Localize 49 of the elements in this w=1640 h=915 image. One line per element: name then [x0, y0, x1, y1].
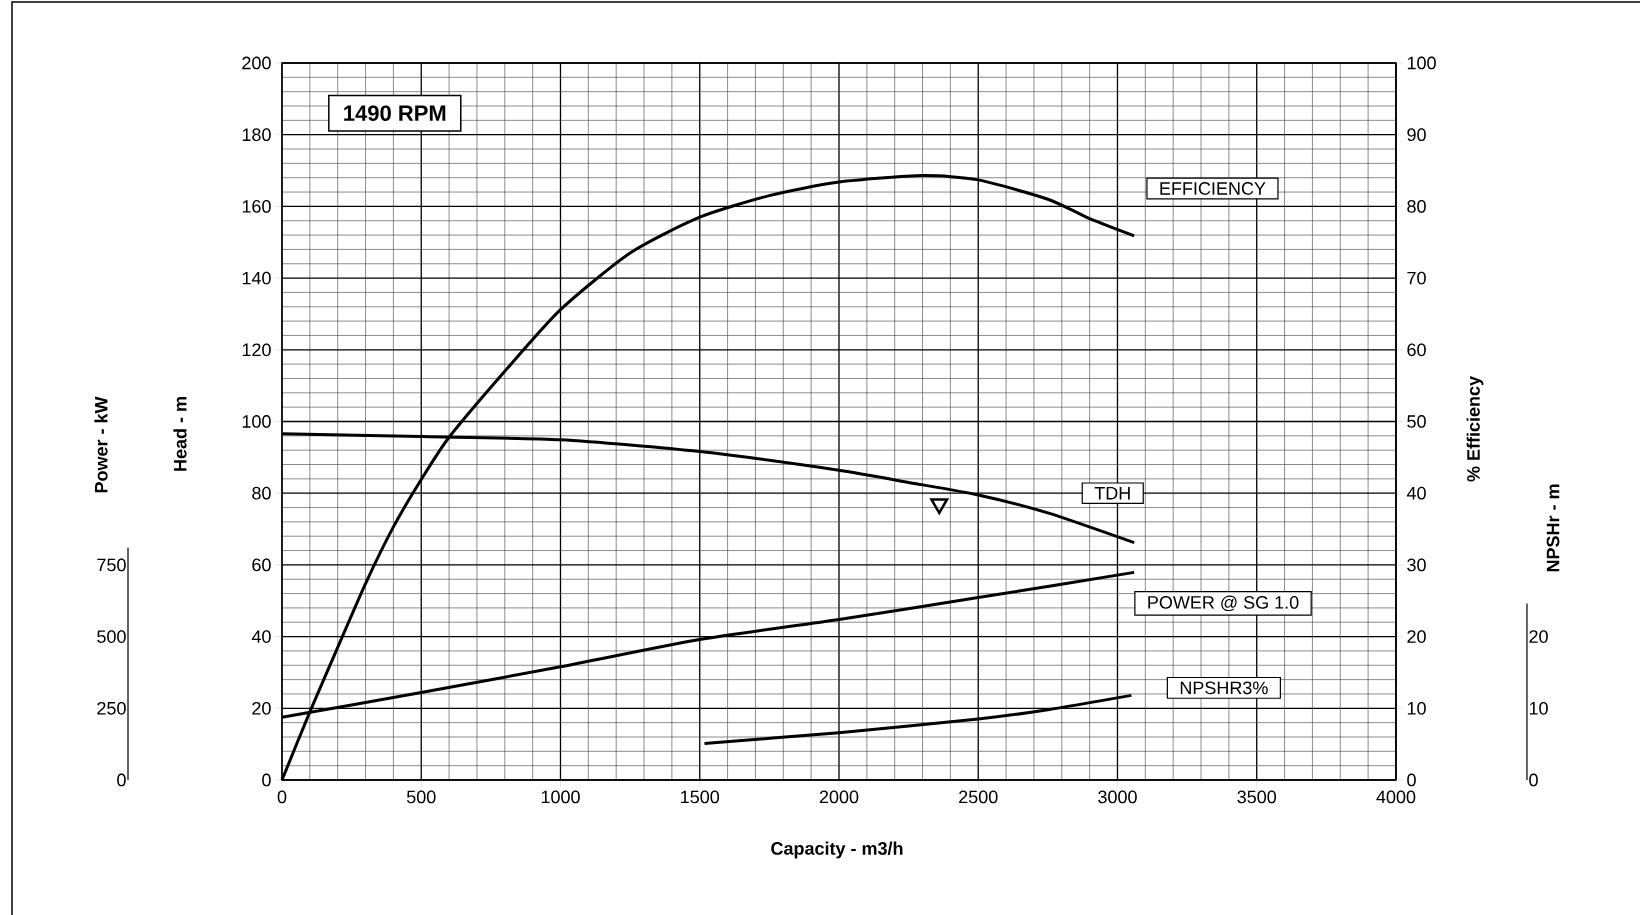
x-tick-label: 1500	[681, 790, 720, 804]
y3-tick-label: 250	[97, 701, 126, 715]
y3-tick-label: 500	[97, 630, 126, 643]
y2-tick-label: 60	[1407, 343, 1426, 357]
x-tick-label: 3000	[1098, 790, 1137, 804]
y-tick-label: 100	[242, 415, 271, 428]
y3-axis-title: Power - kW	[94, 396, 108, 493]
y-tick-label: 200	[242, 56, 271, 70]
y2-tick-label: 0	[1407, 773, 1416, 787]
y2-tick-label: 50	[1407, 415, 1426, 428]
x-tick-label: 3500	[1237, 790, 1277, 804]
y2-tick-label: 80	[1407, 200, 1426, 213]
y2-tick-label: 20	[1407, 630, 1426, 643]
line-series	[702, 693, 1133, 745]
y-tick-label: 40	[251, 630, 271, 643]
x-tick-label: 2000	[819, 790, 859, 804]
y2-tick-label: 100	[1407, 56, 1436, 70]
annotation: 1490 RPM	[344, 105, 446, 121]
y-tick-label: 60	[252, 558, 271, 572]
y2-tick-label: 40	[1406, 486, 1426, 500]
series-label: POWER @ SG 1.0	[1148, 595, 1299, 612]
x-tick-label: 4000	[1376, 790, 1416, 804]
x-tick-label: 2500	[959, 790, 998, 804]
y-tick-label: 180	[242, 128, 271, 142]
y-tick-label: 20	[1529, 630, 1548, 643]
y-tick-label: 0	[262, 773, 271, 787]
text: NPSHR3%	[1180, 681, 1268, 695]
x-tick-label: 1000	[541, 790, 580, 804]
y2-tick-label: 30	[1407, 558, 1426, 572]
y-tick-label: 140	[242, 271, 271, 285]
y-axis-title: NPSHr - m	[1546, 484, 1560, 572]
y-tick-label: 80	[252, 486, 271, 500]
y3-tick-label: 0	[117, 773, 126, 787]
y3-tick-label: 750	[97, 558, 126, 572]
series-label: TDH	[1094, 487, 1130, 500]
y2-tick-label: 10	[1407, 701, 1426, 715]
x-axis-title: Capacity - m3/h	[771, 841, 903, 859]
y-tick-label: 120	[242, 343, 271, 357]
y-tick-label: 20	[252, 701, 271, 715]
y2-axis-title: % Efficiency	[1466, 376, 1484, 482]
x-tick-label: 500	[406, 790, 436, 804]
y-axis-title: Head - m	[173, 397, 187, 471]
y-tick-label: 10	[1529, 701, 1548, 715]
y2-tick-label: 90	[1407, 128, 1426, 142]
y-tick-label: 0	[1529, 773, 1538, 787]
y2-tick-label: 70	[1407, 271, 1426, 285]
x-tick-label: 0	[277, 790, 287, 804]
y-tick-label: 160	[242, 200, 271, 213]
text: EFFICIENCY	[1160, 182, 1266, 195]
